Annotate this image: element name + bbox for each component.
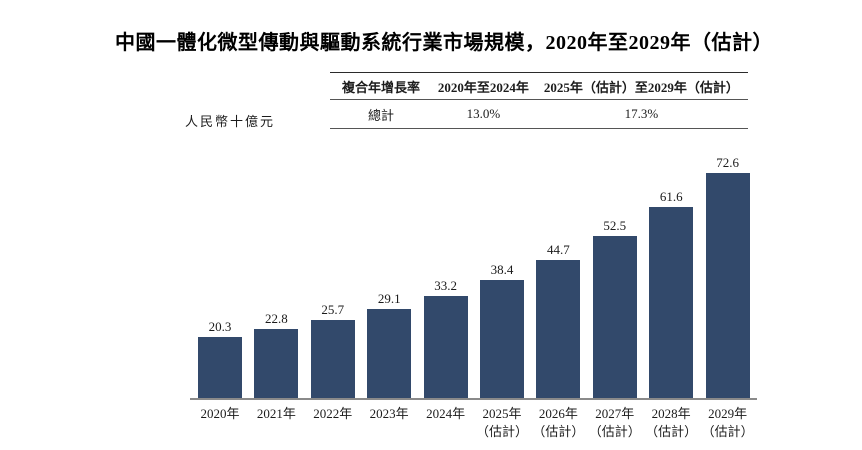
bar — [649, 207, 694, 400]
x-axis-label: 2024年 — [411, 405, 481, 423]
bar — [423, 296, 468, 400]
bar-value-label: 29.1 — [377, 291, 401, 306]
bar-value-label: 61.6 — [659, 189, 683, 204]
bar-value-label: 20.3 — [208, 319, 232, 334]
x-axis-label: 2022年 — [298, 405, 368, 423]
x-axis-label-year: 2021年 — [256, 406, 296, 421]
x-axis-label-year: 2026年 — [538, 406, 578, 421]
cagr-table-header-row: 複合年增長率 2020年至2024年 2025年（估計）至2029年（估計） — [330, 73, 748, 100]
bar-value-label: 25.7 — [321, 302, 345, 317]
x-axis-label-estimate-note: （估計） — [588, 423, 641, 439]
x-axis-label-year: 2023年 — [369, 406, 409, 421]
x-axis-label-year: 2028年 — [651, 406, 691, 421]
bar — [254, 329, 299, 400]
bar-value-label: 33.2 — [434, 278, 457, 293]
bar-value-label: 52.5 — [603, 218, 627, 233]
x-axis-label-estimate-note: （估計） — [475, 423, 528, 439]
chart-title: 中國一體化微型傳動與驅動系統行業市場規模，2020年至2029年（估計） — [115, 32, 773, 54]
bar — [480, 280, 524, 400]
x-axis-label-estimate-note: （估計） — [701, 423, 754, 439]
x-axis-label: 2025年 （估計） — [467, 405, 537, 440]
y-axis-unit-label: 人民幣十億元 — [185, 114, 276, 129]
bar-value-label: 72.6 — [716, 155, 739, 170]
bar — [592, 236, 637, 400]
cagr-header-period-2020-2024: 2020年至2024年 — [437, 79, 529, 95]
cagr-value-2025-2029: 17.3% — [624, 106, 659, 121]
x-axis-label: 2026年 （估計） — [523, 405, 593, 440]
bar — [310, 320, 355, 400]
bar — [367, 309, 412, 400]
x-axis-label-estimate-note: （估計） — [645, 423, 698, 439]
x-axis-label: 2028年 （估計） — [636, 405, 706, 440]
x-axis-label-year: 2024年 — [426, 406, 466, 421]
cagr-row-label-total: 總計 — [367, 107, 394, 123]
x-axis-label-year: 2022年 — [313, 406, 353, 421]
bar — [705, 173, 750, 400]
x-axis-label-year: 2020年 — [200, 406, 240, 421]
bar-value-label: 22.8 — [265, 311, 288, 326]
bar-value-label: 44.7 — [547, 242, 570, 257]
x-axis-label-year: 2029年 — [708, 406, 748, 421]
bar-value-label: 38.4 — [490, 262, 514, 277]
x-axis-label: 2023年 — [354, 405, 424, 423]
cagr-header-metric: 複合年增長率 — [341, 79, 420, 95]
x-axis-label-year: 2025年 — [482, 406, 522, 421]
x-axis-label: 2020年 — [185, 405, 255, 423]
x-axis-label-estimate-note: （估計） — [532, 423, 585, 439]
x-axis-label: 2027年 （估計） — [580, 405, 650, 440]
x-axis-label: 2021年 — [241, 405, 311, 423]
bar — [536, 260, 581, 400]
cagr-header-period-2025-2029: 2025年（估計）至2029年（估計） — [543, 79, 739, 95]
cagr-value-2020-2024: 13.0% — [466, 106, 501, 121]
x-axis-line — [190, 398, 757, 400]
cagr-table-data-row: 總計 13.0% 17.3% — [330, 100, 748, 129]
x-axis-label-year: 2027年 — [595, 406, 635, 421]
cagr-table: 複合年增長率 2020年至2024年 2025年（估計）至2029年（估計） 總… — [330, 72, 748, 129]
x-axis-label: 2029年 （估計） — [693, 405, 763, 440]
bar — [198, 337, 242, 400]
